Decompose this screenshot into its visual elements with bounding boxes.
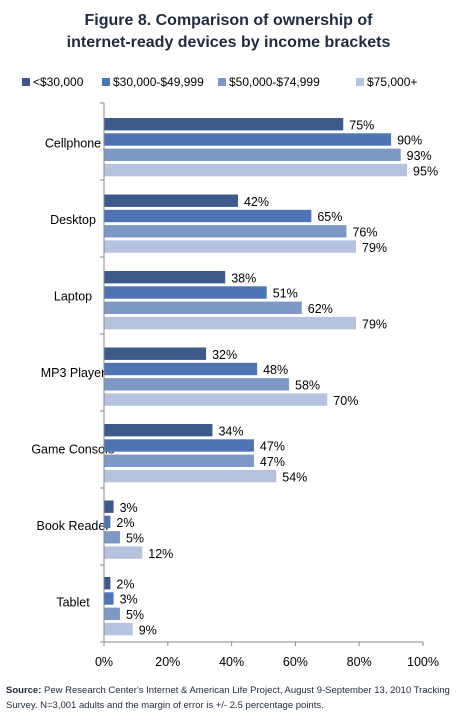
data-label: 54% (282, 470, 307, 484)
bar (104, 271, 226, 284)
x-tick-label: 40% (219, 655, 244, 669)
bar (104, 622, 133, 636)
source-text: Pew Research Center's Internet & America… (6, 685, 450, 711)
bar (104, 424, 213, 437)
legend-item-2: $30,000-$49,999 (102, 74, 204, 90)
chart-legend: <$30,000 $30,000-$49,999 $50,000-$74,999… (22, 74, 452, 90)
legend-label-3: $50,000-$74,999 (229, 75, 320, 89)
bar (104, 301, 302, 314)
legend-swatch-4 (356, 78, 364, 86)
legend-label-2: $30,000-$49,999 (113, 75, 204, 89)
bar (104, 454, 254, 467)
data-label: 90% (397, 134, 422, 148)
bar (104, 209, 312, 223)
data-label: 47% (260, 455, 285, 469)
chart-title-line-2: internet-ready devices by income bracket… (66, 34, 391, 51)
bar (104, 194, 238, 207)
data-label: 9% (139, 623, 157, 637)
legend-swatch-3 (218, 78, 226, 86)
legend-swatch-2 (102, 78, 110, 86)
data-label: 93% (407, 149, 432, 163)
data-label: 79% (362, 241, 387, 255)
bar (104, 607, 120, 620)
category-label: Game Console (31, 443, 114, 457)
data-label: 58% (295, 379, 320, 393)
data-label: 76% (352, 226, 377, 240)
bar (104, 393, 328, 406)
data-label: 5% (126, 532, 144, 546)
data-label: 42% (244, 195, 269, 209)
source-note: Source: Pew Research Center's Internet &… (6, 683, 454, 713)
legend-item-1: <$30,000 (22, 74, 83, 90)
bar (104, 286, 267, 299)
legend-label-1: <$30,000 (33, 75, 84, 89)
bar (104, 439, 254, 452)
bar (104, 240, 357, 253)
bar-chart: Cellphone75%90%93%95%Desktop42%65%76%79%… (31, 102, 439, 669)
data-label: 32% (212, 348, 237, 362)
bar (104, 118, 344, 131)
bar (104, 378, 290, 391)
x-tick-label: 60% (283, 655, 308, 669)
category-label: Desktop (50, 213, 96, 227)
source-label: Source: (6, 685, 42, 696)
data-label: 79% (362, 317, 387, 331)
chart-title: Figure 8. Comparison of ownership of int… (0, 10, 457, 54)
data-label: 34% (218, 424, 243, 438)
data-label: 5% (126, 608, 144, 622)
legend-item-3: $50,000-$74,999 (218, 74, 320, 90)
data-label: 2% (116, 577, 134, 591)
bar (104, 163, 408, 177)
data-label: 51% (273, 287, 298, 301)
data-label: 65% (317, 210, 342, 224)
legend-swatch-1 (22, 78, 30, 86)
bar (104, 316, 357, 330)
bar (104, 362, 258, 376)
bar (104, 148, 401, 161)
data-label: 48% (263, 363, 288, 377)
bar (104, 515, 111, 529)
x-tick-label: 100% (407, 655, 439, 669)
data-label: 12% (148, 547, 173, 561)
x-tick-label: 20% (155, 655, 180, 669)
x-tick-label: 0% (95, 655, 113, 669)
chart-title-line-1: Figure 8. Comparison of ownership of (84, 12, 373, 29)
bar (104, 577, 111, 590)
category-label: Book Reader (37, 519, 110, 533)
data-label: 75% (349, 118, 374, 132)
data-label: 3% (120, 501, 138, 515)
bar (104, 347, 207, 360)
bar (104, 546, 143, 559)
category-label: Cellphone (45, 137, 101, 151)
bar (104, 133, 392, 146)
bar (104, 469, 277, 483)
bar (104, 500, 114, 513)
bar (104, 225, 347, 238)
data-label: 95% (413, 164, 438, 178)
data-label: 2% (116, 516, 134, 530)
data-label: 62% (308, 302, 333, 316)
category-label: MP3 Player (41, 366, 106, 380)
category-label: Laptop (54, 290, 92, 304)
data-label: 47% (260, 440, 285, 454)
data-label: 70% (333, 394, 358, 408)
data-label: 3% (120, 593, 138, 607)
data-label: 38% (231, 271, 256, 285)
bar (104, 531, 120, 544)
bar (104, 592, 114, 605)
legend-item-4: $75,000+ (356, 74, 417, 90)
x-tick-label: 80% (347, 655, 372, 669)
category-label: Tablet (56, 596, 90, 610)
legend-label-4: $75,000+ (367, 75, 418, 89)
